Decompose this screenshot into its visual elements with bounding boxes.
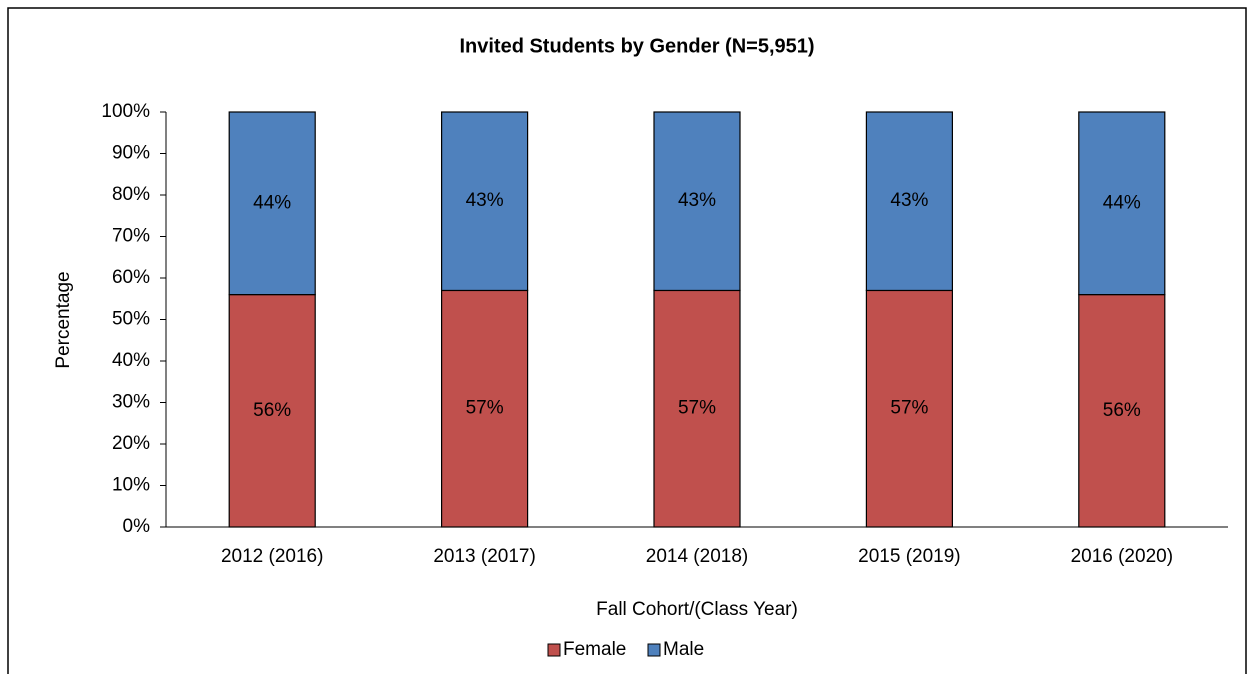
x-tick-label: 2012 (2016) [221, 546, 323, 567]
data-label: 57% [890, 398, 928, 419]
bar-segment [653, 289, 741, 528]
x-tick-label: 2015 (2019) [858, 546, 960, 567]
bar-segment [1078, 294, 1166, 528]
y-tick-label: 80% [112, 184, 150, 205]
legend-swatch [647, 643, 661, 657]
y-tick-label: 30% [112, 392, 150, 413]
x-axis-title: Fall Cohort/(Class Year) [596, 599, 798, 620]
y-tick-label: 20% [112, 433, 150, 454]
data-label: 57% [678, 398, 716, 419]
x-tick-label: 2016 (2020) [1071, 546, 1173, 567]
bar-segment [228, 294, 316, 528]
y-tick-label: 10% [112, 475, 150, 496]
legend-label: Female [563, 639, 626, 660]
bar-segment [653, 111, 741, 292]
bar-segment [1078, 111, 1166, 296]
data-label: 44% [253, 192, 291, 213]
x-tick-label: 2013 (2017) [433, 546, 535, 567]
bar-segment [865, 289, 954, 528]
y-tick-label: 100% [101, 101, 150, 122]
legend-swatch [547, 643, 561, 657]
data-label: 56% [253, 400, 291, 421]
data-label: 44% [1103, 192, 1141, 213]
bar-segment [441, 289, 529, 528]
legend-label: Male [663, 639, 704, 660]
y-tick-label: 70% [112, 226, 150, 247]
y-tick-label: 0% [123, 516, 151, 537]
chart-title: Invited Students by Gender (N=5,951) [459, 35, 814, 57]
bar-segment [228, 111, 316, 296]
data-label: 43% [466, 190, 504, 211]
data-label: 43% [890, 190, 928, 211]
data-label: 57% [466, 398, 504, 419]
bar-segment [441, 111, 529, 292]
data-label: 56% [1103, 400, 1141, 421]
bar-segment [865, 111, 954, 292]
data-label: 43% [678, 190, 716, 211]
chart-frame [7, 7, 1247, 674]
y-tick-label: 60% [112, 267, 150, 288]
y-axis-title: Percentage [53, 271, 74, 368]
x-tick-label: 2014 (2018) [646, 546, 748, 567]
y-tick-label: 50% [112, 309, 150, 330]
y-tick-label: 90% [112, 143, 150, 164]
y-tick-label: 40% [112, 350, 150, 371]
